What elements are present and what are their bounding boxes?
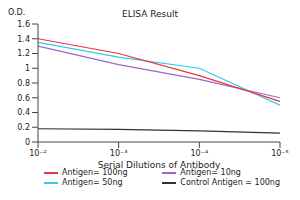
html-text:Antigen= 100ng: Antigen= 100ng [62,168,128,177]
svg-text:0.4: 0.4 [17,108,30,117]
svg-text:10⁻⁵: 10⁻⁵ [271,149,289,158]
svg-text:1.6: 1.6 [17,20,30,29]
svg-text:0.6: 0.6 [17,94,30,103]
svg-text:0.8: 0.8 [17,79,30,88]
svg-text:10⁻³: 10⁻³ [110,149,128,158]
html-text:Antigen= 10ng: Antigen= 10ng [180,168,241,177]
svg-text:10⁻⁴: 10⁻⁴ [191,149,209,158]
html-text:O.D.: O.D. [8,8,26,17]
svg-text:0: 0 [25,138,30,147]
svg-text:10⁻²: 10⁻² [29,149,47,158]
svg-text:1: 1 [25,64,30,73]
svg-text:0.2: 0.2 [17,123,30,132]
svg-text:Serial Dilutions of Antibody: Serial Dilutions of Antibody [98,160,221,170]
html-text:ELISA Result: ELISA Result [122,9,178,19]
html-text:Control Antigen = 100ng: Control Antigen = 100ng [180,178,280,187]
html-text:Antigen= 50ng: Antigen= 50ng [62,178,123,187]
svg-text:1.4: 1.4 [17,35,30,44]
svg-text:1.2: 1.2 [17,49,30,58]
